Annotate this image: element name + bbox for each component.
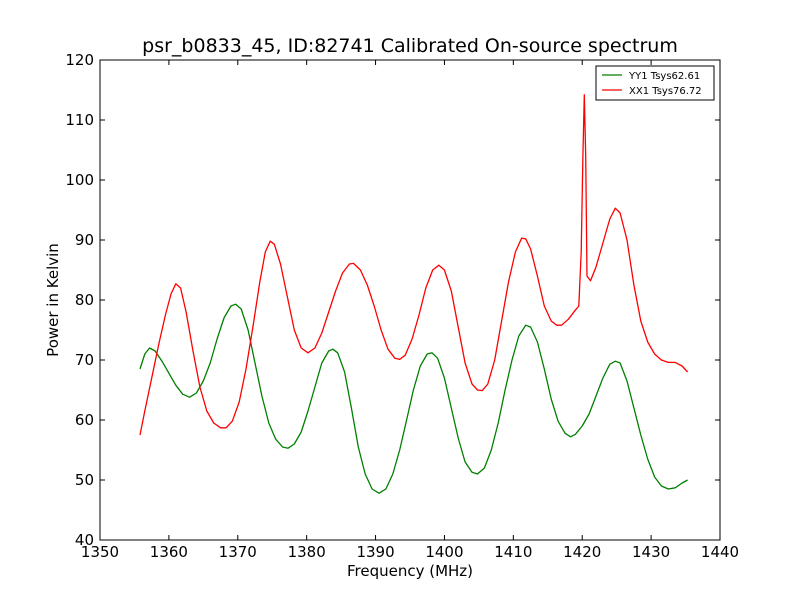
y-tick-label: 100 (65, 171, 94, 189)
x-axis-ticks: 1350 1360 1370 1380 1390 1400 1410 1420 1430 1440 (81, 60, 739, 561)
y-tick-label: 120 (65, 51, 94, 69)
axes-frame (99, 59, 721, 541)
x-tick-label: 1370 (219, 543, 257, 561)
y-tick-label: 60 (75, 411, 94, 429)
x-tick-label: 1390 (356, 543, 394, 561)
x-tick-label: 1420 (563, 543, 601, 561)
x-tick-label: 1350 (81, 543, 119, 561)
legend-box (595, 65, 715, 101)
series-layer (139, 94, 689, 494)
y-axis-label: Power in Kelvin (44, 243, 62, 357)
x-tick-label: 1400 (425, 543, 463, 561)
plot-area (99, 59, 721, 541)
y-tick-label: 80 (75, 291, 94, 309)
x-tick-label: 1440 (701, 543, 739, 561)
x-tick-label: 1410 (494, 543, 532, 561)
x-axis-label: Frequency (MHz) (347, 562, 473, 580)
series-line-1 (139, 94, 689, 436)
y-tick-label: 40 (75, 531, 94, 549)
chart-title: psr_b0833_45, ID:82741 Calibrated On-sou… (142, 35, 678, 57)
y-tick-label: 70 (75, 351, 94, 369)
y-tick-label: 50 (75, 471, 94, 489)
series-line-0 (139, 303, 688, 494)
x-tick-label: 1380 (288, 543, 326, 561)
y-tick-label: 90 (75, 231, 94, 249)
y-tick-label: 110 (65, 111, 94, 129)
y-axis-ticks: 40 50 60 70 80 90 100 110 120 (65, 51, 720, 549)
legend-label-0: YY1 Tsys62.61 (628, 71, 700, 82)
legend: YY1 Tsys62.61 XX1 Tsys76.72 (595, 65, 715, 101)
x-tick-label: 1360 (150, 543, 188, 561)
x-tick-label: 1430 (632, 543, 670, 561)
legend-label-1: XX1 Tsys76.72 (629, 86, 702, 97)
